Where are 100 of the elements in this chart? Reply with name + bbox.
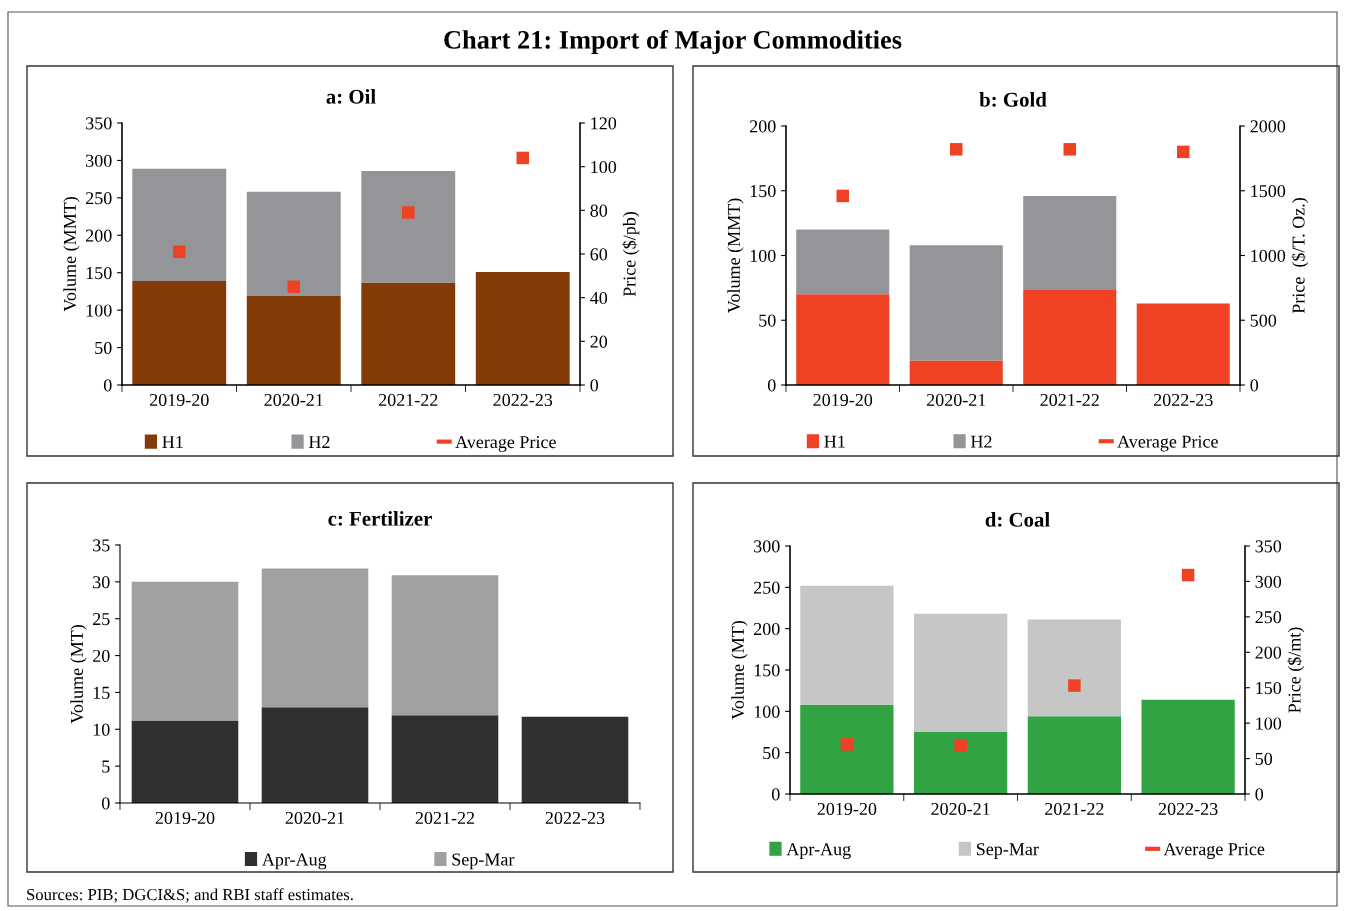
x-tick-label: 2022-23	[493, 393, 553, 407]
chart-title: b: Gold	[979, 92, 1047, 107]
point	[1068, 679, 1081, 692]
y-tick-label: 150	[750, 185, 776, 198]
bar	[1023, 195, 1117, 290]
y2-tick-label: 120	[591, 117, 617, 130]
point	[1063, 143, 1076, 156]
chart-title: a: Oil	[326, 89, 376, 104]
y-tick-label: 0	[101, 797, 110, 810]
y2-tick-label: 350	[1255, 540, 1282, 553]
point	[287, 280, 300, 293]
chart-title: d: Coal	[985, 512, 1050, 527]
bar	[909, 245, 1003, 361]
legend-label: H1	[824, 435, 845, 448]
x-tick-label: 2021-22	[378, 393, 438, 407]
y2-tick-label: 0	[1250, 379, 1259, 392]
x-tick-label: 2019-20	[813, 393, 873, 407]
x-tick-label: 2019-20	[817, 802, 877, 816]
x-tick-label: 2019-20	[149, 393, 209, 407]
bar	[246, 295, 341, 385]
y-tick-label: 0	[771, 788, 780, 801]
y2-tick-label: 100	[1256, 717, 1282, 730]
y2-axis-title: Price ($/mt)	[1287, 627, 1305, 713]
y2-tick-label: 40	[590, 291, 608, 305]
y-tick-label: 100	[86, 304, 112, 317]
x-tick-label: 2022-23	[545, 811, 605, 825]
point	[1181, 568, 1195, 582]
point	[402, 206, 415, 219]
y-tick-label: 50	[759, 314, 776, 327]
legend-label: Average Price	[1163, 843, 1265, 860]
bar	[361, 170, 456, 283]
bar	[261, 568, 369, 708]
y-tick-label: 5	[102, 760, 110, 773]
bar	[521, 716, 629, 803]
x-tick-label: 2021-22	[1045, 802, 1104, 816]
y-tick-label: 0	[103, 379, 112, 392]
point	[840, 738, 854, 751]
x-tick-label: 2020-21	[931, 802, 990, 816]
y-tick-label: 250	[753, 581, 780, 594]
y2-tick-label: 80	[590, 204, 608, 217]
y-tick-label: 10	[93, 723, 110, 736]
bar	[909, 360, 1003, 385]
bar	[131, 581, 239, 721]
y-tick-label: 25	[93, 613, 110, 626]
y2-tick-label: 0	[1255, 788, 1264, 801]
y-tick-label: 250	[85, 192, 112, 205]
y-axis-title: Volume (MT)	[70, 625, 87, 724]
y-tick-label: 0	[767, 379, 776, 392]
bar	[800, 704, 894, 794]
bar	[800, 585, 894, 705]
legend-label: Average Price	[1117, 435, 1218, 452]
legend-label: Apr-Aug	[262, 853, 327, 870]
point	[516, 151, 529, 165]
bar	[261, 707, 369, 803]
y-tick-label: 300	[86, 154, 112, 167]
y-axis-title: Volume (MT)	[731, 621, 748, 720]
y2-tick-label: 200	[1255, 646, 1282, 659]
point	[954, 739, 967, 753]
legend-label: H2	[970, 435, 992, 448]
legend-label: H2	[308, 435, 330, 448]
y2-tick-label: 100	[591, 160, 617, 174]
y2-tick-label: 50	[1255, 752, 1273, 766]
y2-tick-label: 300	[1255, 575, 1282, 588]
y-tick-label: 150	[86, 266, 112, 280]
y-tick-label: 35	[93, 539, 110, 552]
x-tick-label: 2020-21	[264, 393, 323, 407]
x-tick-label: 2021-22	[415, 811, 475, 825]
bar	[1027, 619, 1122, 717]
bar	[246, 191, 341, 296]
x-tick-label: 2022-23	[1153, 393, 1213, 407]
bar	[913, 732, 1008, 794]
legend-label: Average Price	[455, 435, 556, 452]
point	[1177, 145, 1190, 159]
bar	[131, 720, 239, 803]
y-tick-label: 150	[754, 664, 780, 677]
y2-tick-label: 2000	[1250, 120, 1286, 133]
legend-label: Sep-Mar	[452, 853, 515, 870]
y2-tick-label: 20	[590, 335, 608, 348]
legend-label: Sep-Mar	[976, 843, 1039, 859]
y-tick-label: 200	[753, 622, 780, 636]
y-tick-label: 200	[749, 120, 776, 133]
y2-tick-label: 500	[1250, 314, 1277, 327]
text: Chart 21: Import of Major Commodities	[444, 29, 902, 55]
y-axis-title: Volume (MMT)	[727, 198, 744, 314]
bar	[391, 575, 499, 716]
y-tick-label: 30	[93, 576, 110, 589]
bar	[132, 168, 227, 281]
bar	[1027, 716, 1122, 794]
bar	[1023, 289, 1117, 385]
point	[173, 245, 186, 259]
legend-label: Apr-Aug	[786, 843, 851, 860]
y-axis-title: Volume (MMT)	[63, 197, 80, 312]
bar	[1136, 303, 1230, 385]
bar	[391, 715, 499, 803]
y-tick-label: 100	[750, 249, 776, 262]
bar	[361, 282, 456, 385]
x-tick-label: 2019-20	[155, 811, 215, 825]
point	[836, 189, 849, 203]
bar	[913, 613, 1008, 732]
bar	[132, 280, 227, 385]
